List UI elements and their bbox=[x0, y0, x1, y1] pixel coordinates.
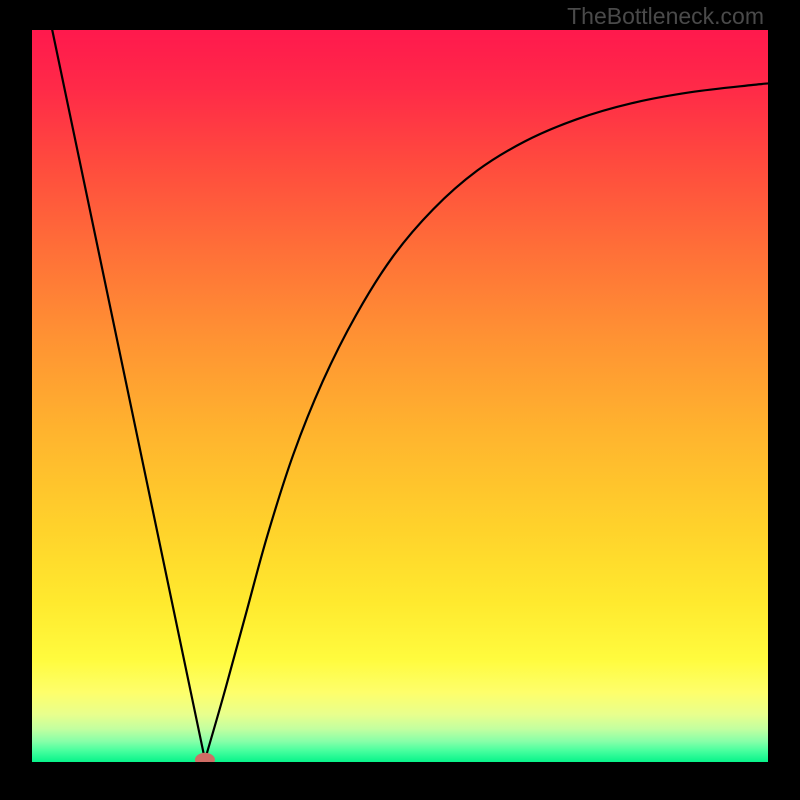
curve-layer bbox=[32, 30, 768, 762]
bottleneck-curve bbox=[52, 30, 768, 760]
plot-area bbox=[32, 30, 768, 762]
watermark-text: TheBottleneck.com bbox=[567, 3, 764, 30]
minimum-marker bbox=[195, 753, 215, 762]
